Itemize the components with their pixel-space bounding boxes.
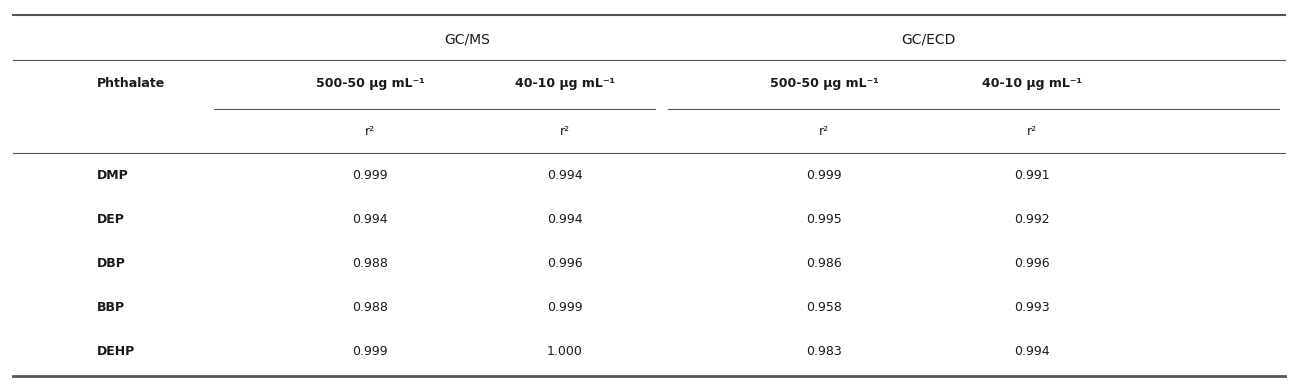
Text: 0.994: 0.994 [352,213,388,226]
Text: 0.958: 0.958 [806,301,842,314]
Text: DEHP: DEHP [97,345,135,358]
Text: 0.996: 0.996 [1014,257,1050,270]
Text: DBP: DBP [97,257,126,270]
Text: DEP: DEP [97,213,125,226]
Text: 0.999: 0.999 [352,345,388,358]
Text: 0.983: 0.983 [806,345,842,358]
Text: 500-50 μg mL⁻¹: 500-50 μg mL⁻¹ [315,77,424,90]
Text: r²: r² [1027,124,1037,137]
Text: 0.999: 0.999 [352,169,388,182]
Text: 1.000: 1.000 [546,345,583,358]
Text: 500-50 μg mL⁻¹: 500-50 μg mL⁻¹ [770,77,879,90]
Text: 0.996: 0.996 [546,257,583,270]
Text: 0.988: 0.988 [352,301,388,314]
Text: r²: r² [365,124,375,137]
Text: r²: r² [559,124,570,137]
Text: 0.999: 0.999 [806,169,842,182]
Text: 0.995: 0.995 [806,213,842,226]
Text: GC/ECD: GC/ECD [901,33,955,46]
Text: r²: r² [819,124,829,137]
Text: 0.994: 0.994 [1014,345,1050,358]
Text: DMP: DMP [97,169,129,182]
Text: 0.994: 0.994 [546,169,583,182]
Text: Phthalate: Phthalate [97,77,166,90]
Text: 40-10 μg mL⁻¹: 40-10 μg mL⁻¹ [981,77,1083,90]
Text: GC/MS: GC/MS [444,33,491,46]
Text: 0.992: 0.992 [1014,213,1050,226]
Text: 0.994: 0.994 [546,213,583,226]
Text: 0.988: 0.988 [352,257,388,270]
Text: 40-10 μg mL⁻¹: 40-10 μg mL⁻¹ [514,77,615,90]
Text: 0.986: 0.986 [806,257,842,270]
Text: 0.999: 0.999 [546,301,583,314]
Text: BBP: BBP [97,301,126,314]
Text: 0.993: 0.993 [1014,301,1050,314]
Text: 0.991: 0.991 [1014,169,1050,182]
